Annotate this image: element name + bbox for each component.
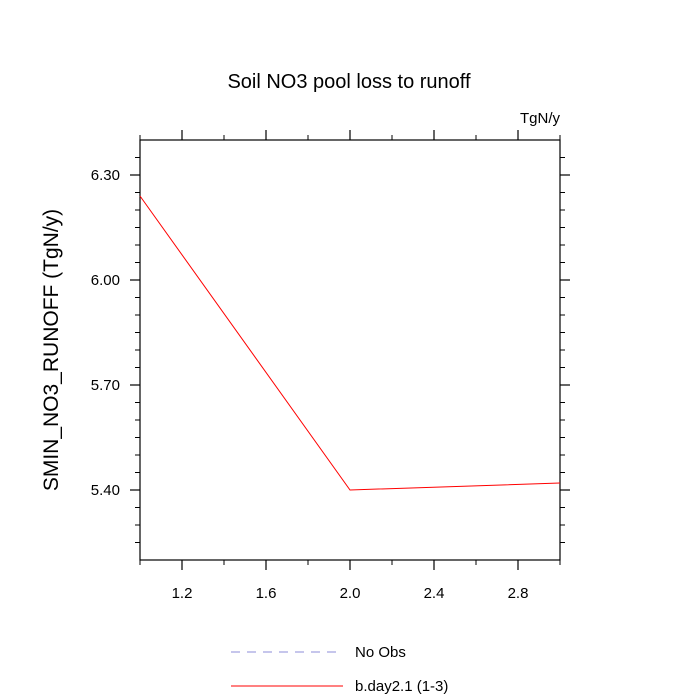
y-tick-label: 6.00	[91, 272, 120, 289]
plot-frame	[139, 139, 561, 561]
x-tick-label: 2.4	[424, 585, 445, 602]
x-axis-ticks: 1.2 1.6 2.0 2.4 2.8	[139, 130, 561, 602]
x-tick-label: 1.2	[172, 585, 193, 602]
y-tick-label: 5.40	[91, 482, 120, 499]
x-tick-label: 1.6	[256, 585, 277, 602]
x-tick-label: 2.0	[340, 585, 361, 602]
series-line	[139, 195, 561, 491]
legend-label: No Obs	[355, 644, 406, 661]
units-label: TgN/y	[520, 110, 561, 127]
chart-title: Soil NO3 pool loss to runoff	[227, 71, 471, 93]
y-axis-label: SMIN_NO3_RUNOFF (TgN/y)	[40, 209, 63, 491]
y-tick-label: 6.30	[91, 167, 120, 184]
y-axis-ticks: 5.40 5.70 6.00 6.30	[91, 157, 570, 543]
legend: No Obs b.day2.1 (1-3)	[231, 644, 448, 695]
legend-label: b.day2.1 (1-3)	[355, 678, 448, 695]
y-tick-label: 5.70	[91, 377, 120, 394]
series-layer	[139, 195, 561, 491]
x-tick-label: 2.8	[508, 585, 529, 602]
